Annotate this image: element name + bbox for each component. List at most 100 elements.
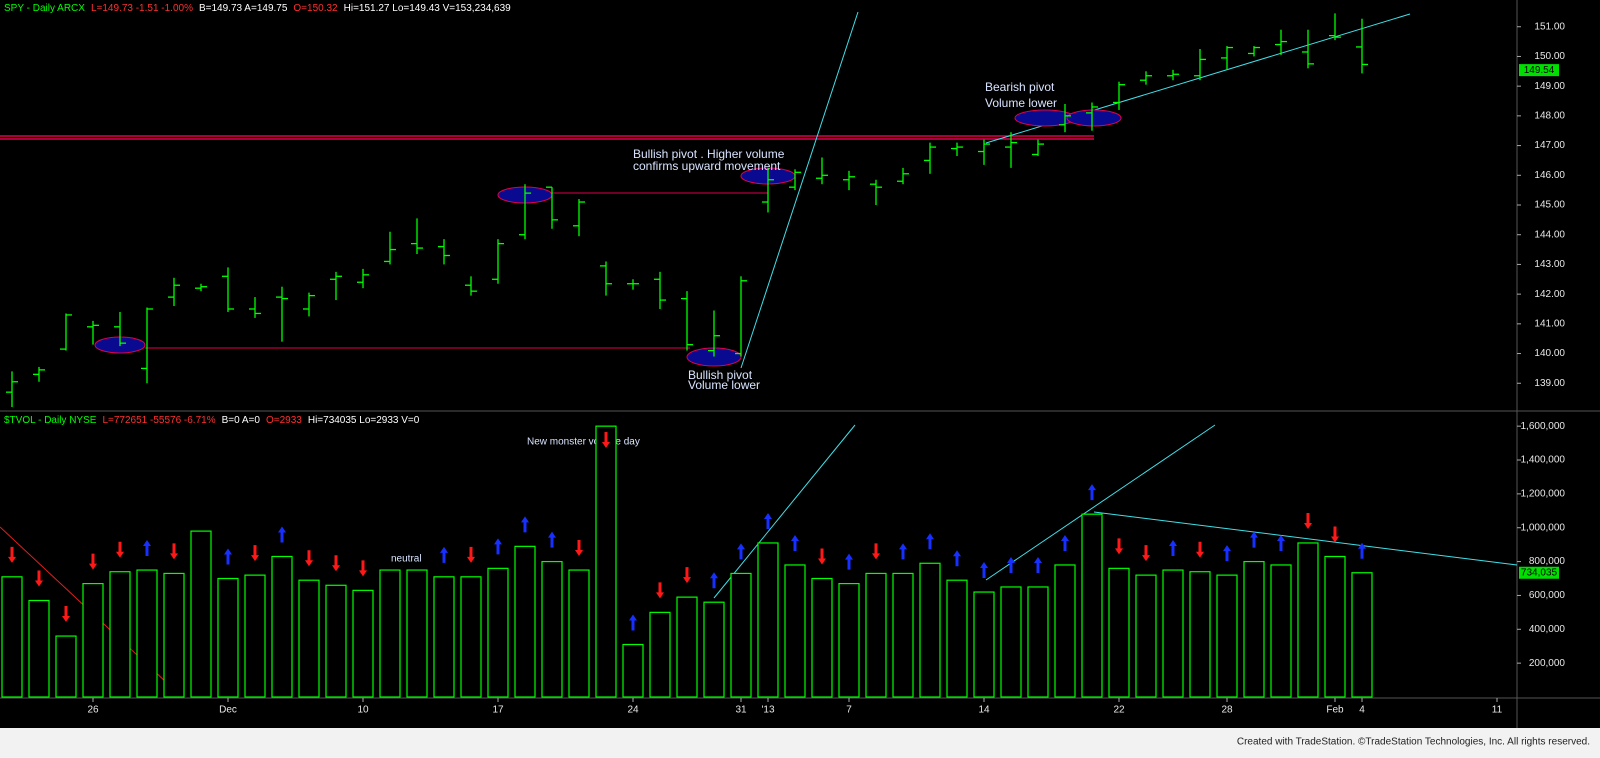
volume-bar bbox=[298, 579, 320, 698]
annotation: neutral bbox=[391, 554, 422, 565]
last-value-label: 734,035 bbox=[1521, 567, 1558, 578]
volume-signal-arrow bbox=[116, 541, 124, 558]
volume-bar bbox=[595, 425, 617, 698]
volume-signal-arrow bbox=[89, 553, 97, 570]
header-part: L=149.73 -1.51 -1.00% bbox=[91, 3, 193, 14]
volume-bar bbox=[838, 582, 860, 698]
volume-bar bbox=[676, 596, 698, 698]
volume-bar bbox=[28, 599, 50, 698]
last-value-box bbox=[1519, 566, 1559, 579]
x-tick-label: Feb bbox=[1326, 705, 1344, 716]
volume-signal-arrow bbox=[224, 548, 232, 565]
volume-signal-arrow bbox=[1304, 512, 1312, 529]
volume-bar bbox=[730, 572, 752, 698]
y-tick-label: 800,000 bbox=[1529, 556, 1566, 567]
volume-signal-arrow bbox=[1115, 538, 1123, 555]
volume-signal-arrow bbox=[845, 553, 853, 570]
volume-signal-arrow bbox=[1034, 556, 1042, 573]
volume-bar bbox=[109, 571, 131, 698]
footer-background bbox=[0, 728, 1600, 758]
volume-signal-arrow bbox=[35, 570, 43, 587]
x-tick-label: 11 bbox=[1492, 705, 1503, 716]
header-part: O=2933 bbox=[266, 415, 302, 426]
volume-bar bbox=[1216, 574, 1238, 698]
header-part: Hi=734035 Lo=2933 V=0 bbox=[308, 415, 420, 426]
volume-signal-arrow bbox=[143, 540, 151, 557]
pivot-marker bbox=[1014, 109, 1076, 127]
volume-signal-arrow bbox=[1061, 534, 1069, 551]
volume-signal-arrow bbox=[8, 546, 16, 563]
volume-bar bbox=[1324, 555, 1346, 698]
volume-bar bbox=[784, 564, 806, 698]
volume-bar bbox=[136, 569, 158, 698]
header-part: B=149.73 A=149.75 bbox=[199, 3, 288, 14]
volume-signal-arrow bbox=[1169, 540, 1177, 557]
volume-bar bbox=[568, 569, 590, 698]
y-tick-label: 147.00 bbox=[1534, 140, 1565, 151]
x-tick-label: 14 bbox=[978, 705, 990, 716]
header-part: SPY - Daily ARCX bbox=[4, 3, 85, 14]
volume-signal-arrow bbox=[710, 572, 718, 589]
volume-signal-arrow bbox=[305, 550, 313, 567]
annotation: New monster volume day bbox=[527, 437, 640, 448]
y-tick-label: 400,000 bbox=[1529, 624, 1566, 635]
x-tick-label: 26 bbox=[87, 705, 99, 716]
annotation: Volume lower bbox=[688, 378, 760, 392]
volume-bar bbox=[55, 635, 77, 698]
x-tick-label: 31 bbox=[735, 705, 747, 716]
volume-signal-arrow bbox=[494, 538, 502, 555]
annotation: Volume lower bbox=[985, 96, 1057, 110]
trend-line bbox=[740, 11, 859, 369]
volume-bar bbox=[433, 576, 455, 698]
volume-bar bbox=[811, 577, 833, 698]
volume-trend-line bbox=[713, 424, 856, 599]
volume-bar bbox=[406, 569, 428, 698]
volume-bar bbox=[919, 562, 941, 698]
y-tick-label: 200,000 bbox=[1529, 658, 1566, 669]
volume-bar bbox=[541, 560, 563, 698]
volume-signal-arrow bbox=[548, 531, 556, 548]
last-value-box bbox=[1519, 64, 1559, 77]
volume-bar bbox=[946, 579, 968, 698]
x-tick-label: 7 bbox=[846, 705, 852, 716]
volume-bar bbox=[1297, 542, 1319, 698]
volume-signal-arrow bbox=[1007, 556, 1015, 573]
volume-trend-line bbox=[1093, 511, 1518, 566]
volume-signal-arrow bbox=[980, 562, 988, 579]
volume-signal-arrow bbox=[791, 534, 799, 551]
volume-bar bbox=[1162, 569, 1184, 698]
volume-bar bbox=[190, 530, 212, 698]
pivot-marker bbox=[1066, 109, 1122, 127]
x-tick-label: 22 bbox=[1113, 705, 1125, 716]
volume-signal-arrow bbox=[818, 548, 826, 565]
y-tick-label: 139.00 bbox=[1534, 378, 1565, 389]
x-tick-label: 17 bbox=[492, 705, 504, 716]
volume-bar bbox=[1054, 564, 1076, 698]
volume-signal-arrow bbox=[1196, 541, 1204, 558]
volume-bar bbox=[352, 589, 374, 698]
volume-signal-arrow bbox=[737, 543, 745, 560]
drawings bbox=[0, 11, 1518, 698]
volume-bar bbox=[379, 569, 401, 698]
volume-signal-arrow bbox=[521, 516, 529, 533]
annotation: Bullish pivot . Higher volume bbox=[633, 147, 785, 161]
volume-signal-arrow bbox=[1331, 526, 1339, 543]
volume-bar bbox=[244, 574, 266, 698]
y-tick-label: 145.00 bbox=[1534, 200, 1565, 211]
volume-signal-arrow bbox=[602, 432, 610, 448]
last-value-label: 149.54 bbox=[1524, 65, 1555, 76]
header-part: L=772651 -55576 -6.71% bbox=[102, 415, 215, 426]
header-part: Hi=151.27 Lo=149.43 V=153,234,639 bbox=[344, 3, 512, 14]
x-tick-label: 24 bbox=[627, 705, 639, 716]
x-tick-label: '13 bbox=[761, 705, 774, 716]
volume-signal-arrow bbox=[1358, 542, 1366, 559]
volume-bar bbox=[1351, 572, 1373, 698]
volume-bar bbox=[973, 591, 995, 698]
y-tick-label: 141.00 bbox=[1534, 318, 1565, 329]
volume-signal-arrow bbox=[170, 543, 178, 560]
volume-signal-arrow bbox=[62, 606, 70, 623]
volume-signal-arrow bbox=[440, 546, 448, 563]
x-tick-label: 28 bbox=[1221, 705, 1233, 716]
volume-bar bbox=[703, 601, 725, 698]
panel-header: $TVOL - Daily NYSE L=772651 -55576 -6.71%… bbox=[4, 415, 420, 426]
